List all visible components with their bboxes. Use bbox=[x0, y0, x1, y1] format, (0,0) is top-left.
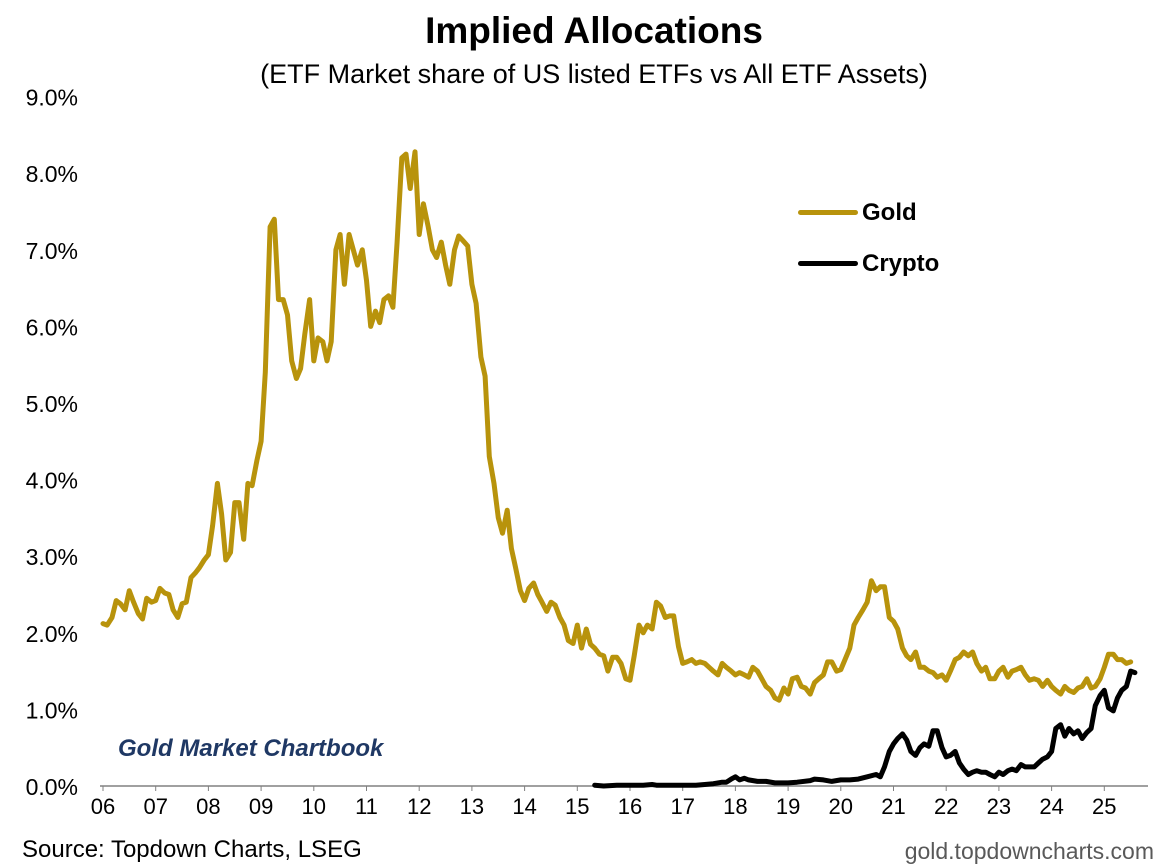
x-tick-label: 19 bbox=[776, 794, 800, 819]
x-tick-label: 14 bbox=[512, 794, 536, 819]
x-tick-label: 11 bbox=[355, 794, 378, 819]
x-tick-label: 24 bbox=[1039, 794, 1063, 819]
x-tick-label: 23 bbox=[987, 794, 1011, 819]
y-tick-label: 3.0% bbox=[26, 544, 78, 570]
x-tick-label: 25 bbox=[1092, 794, 1116, 819]
axis-ticks: 0.0% 1.0% 2.0% 3.0% 4.0% 5.0% 6.0% 7.0% 8.0% 9.0%… bbox=[26, 85, 1117, 819]
x-tick-label: 12 bbox=[407, 794, 431, 819]
x-tick-label: 09 bbox=[249, 794, 273, 819]
y-tick-label: 0.0% bbox=[26, 774, 78, 800]
x-tick-label: 21 bbox=[881, 794, 905, 819]
x-tick-label: 13 bbox=[460, 794, 484, 819]
x-tick-label: 07 bbox=[143, 794, 167, 819]
y-tick-label: 6.0% bbox=[26, 314, 78, 340]
series-line-gold bbox=[100, 149, 1134, 703]
x-tick-label: 17 bbox=[670, 794, 694, 819]
x-tick-label: 18 bbox=[723, 794, 747, 819]
y-tick-label: 2.0% bbox=[26, 621, 78, 647]
legend-gold-line bbox=[798, 210, 858, 215]
chart-title: Implied Allocations bbox=[425, 10, 763, 51]
y-tick-label: 9.0% bbox=[26, 85, 78, 111]
x-tick-label: 10 bbox=[302, 794, 326, 819]
x-tick-label: 08 bbox=[196, 794, 220, 819]
source-note: Source: Topdown Charts, LSEG bbox=[22, 836, 362, 863]
legend-gold-label: Gold bbox=[862, 199, 917, 226]
y-tick-label: 1.0% bbox=[26, 697, 78, 723]
x-tick-label: 22 bbox=[934, 794, 958, 819]
plot-series bbox=[100, 149, 1138, 789]
y-tick-label: 5.0% bbox=[26, 391, 78, 417]
x-tick-label: 06 bbox=[91, 794, 115, 819]
y-tick-label: 8.0% bbox=[26, 161, 78, 187]
x-tick-label: 20 bbox=[829, 794, 853, 819]
x-tick-label: 15 bbox=[565, 794, 589, 819]
series-line-crypto bbox=[592, 668, 1138, 789]
y-tick-label: 7.0% bbox=[26, 238, 78, 264]
site-url: gold.topdowncharts.com bbox=[904, 838, 1154, 864]
chartbook-watermark: Gold Market Chartbook bbox=[118, 735, 384, 762]
legend-crypto-line bbox=[798, 261, 858, 266]
y-tick-label: 4.0% bbox=[26, 468, 78, 494]
x-tick-label: 16 bbox=[618, 794, 642, 819]
legend-crypto-label: Crypto bbox=[862, 250, 940, 277]
chart-subtitle: (ETF Market share of US listed ETFs vs A… bbox=[260, 59, 928, 89]
